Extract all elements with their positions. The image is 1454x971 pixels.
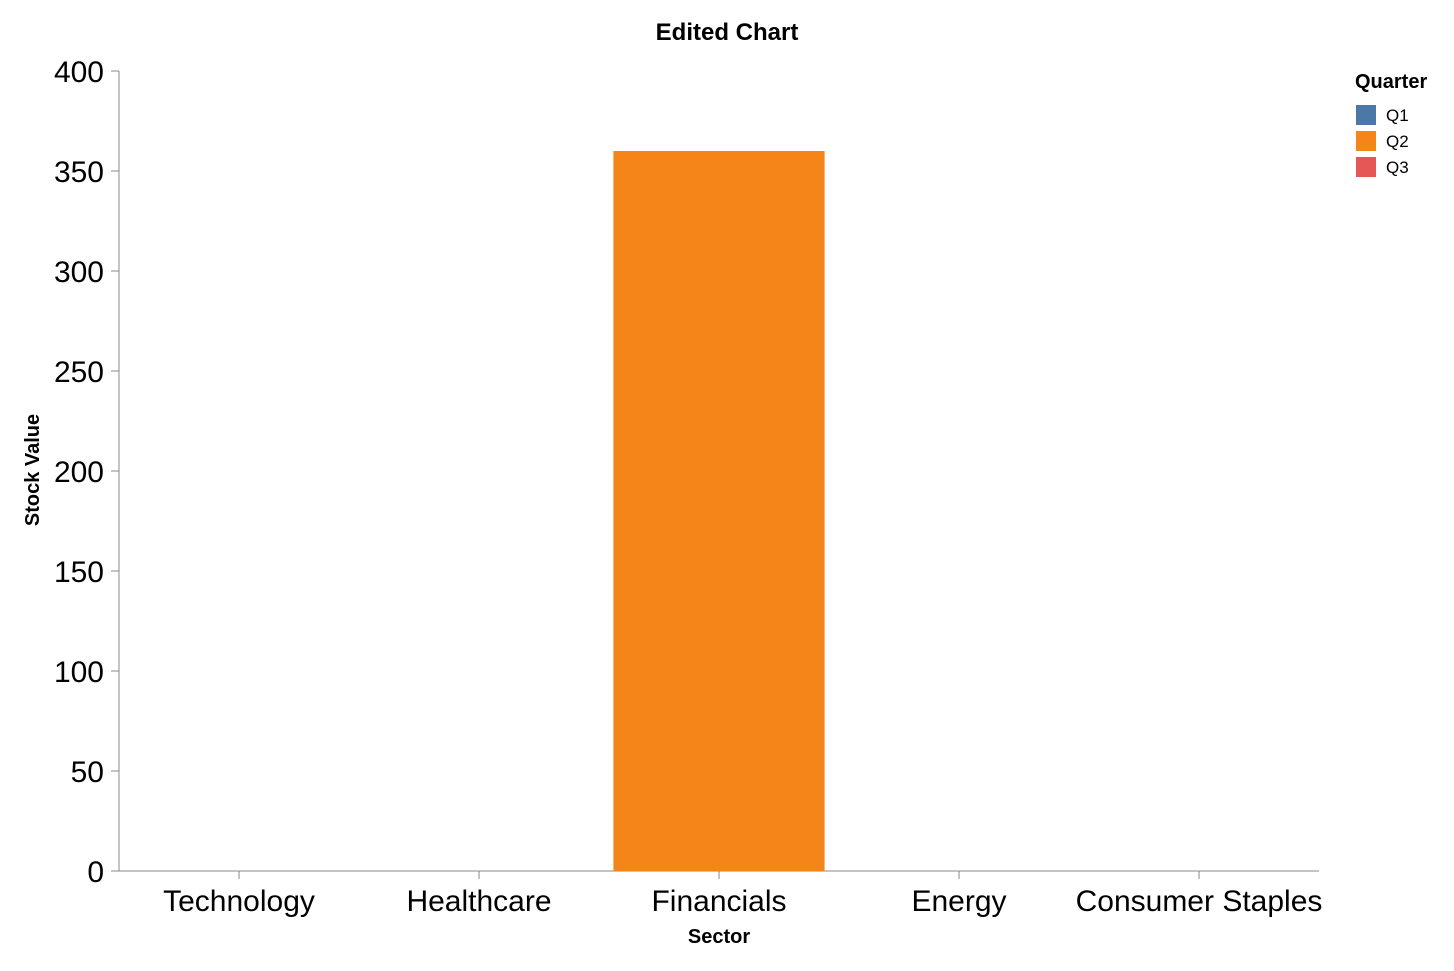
legend-label-q2: Q2 [1386, 132, 1409, 151]
y-tick-label: 250 [54, 356, 104, 389]
y-tick-label: 100 [54, 656, 104, 689]
chart-bars [613, 151, 825, 871]
legend-swatch-q2 [1356, 131, 1376, 151]
legend-swatch-q1 [1356, 105, 1376, 125]
legend-label-q1: Q1 [1386, 106, 1409, 125]
chart-axes: 0 50 100 150 200 250 300 350 400 Technology Health… [54, 56, 1322, 918]
y-tick-label: 350 [54, 156, 104, 189]
y-tick-label: 200 [54, 456, 104, 489]
x-tick-label: Consumer Staples [1076, 885, 1323, 918]
legend-swatch-q3 [1356, 157, 1376, 177]
y-tick-label: 50 [71, 756, 104, 789]
y-tick-label: 0 [87, 856, 104, 889]
chart-legend: Quarter Q1 Q2 Q3 [1355, 71, 1427, 177]
y-axis-title: Stock Value [22, 414, 44, 526]
x-tick-label: Energy [911, 885, 1006, 918]
x-tick-label: Financials [651, 885, 786, 918]
x-tick-label: Healthcare [406, 885, 551, 918]
x-axis-title: Sector [688, 926, 750, 948]
legend-label-q3: Q3 [1386, 158, 1409, 177]
y-tick-label: 400 [54, 56, 104, 89]
bar-q2-financials [613, 151, 825, 871]
y-tick-label: 150 [54, 556, 104, 589]
legend-title: Quarter [1355, 71, 1427, 93]
y-tick-label: 300 [54, 256, 104, 289]
chart-title: Edited Chart [656, 19, 799, 46]
x-tick-label: Technology [163, 885, 315, 918]
